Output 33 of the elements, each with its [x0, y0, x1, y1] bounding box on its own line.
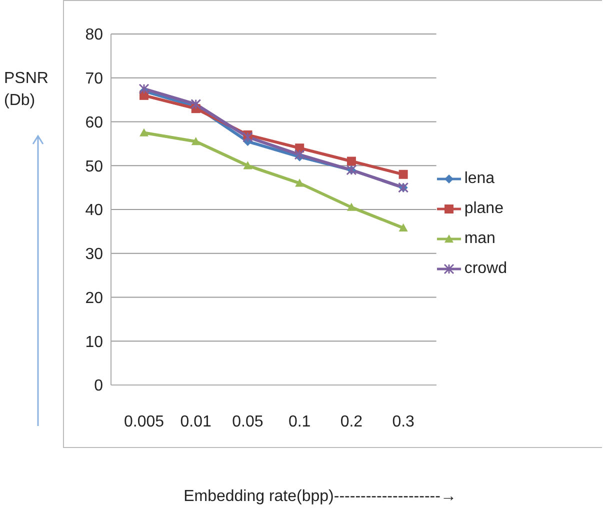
x-tick-label: 0.01	[180, 413, 212, 430]
legend-label: plane	[464, 200, 504, 218]
point	[243, 161, 252, 170]
x-tick-label: 0.1	[288, 413, 311, 430]
point	[295, 178, 304, 187]
legend-label: man	[464, 230, 496, 248]
point	[242, 132, 253, 142]
point	[398, 170, 408, 179]
point	[190, 98, 202, 110]
point	[346, 156, 356, 166]
point	[294, 149, 305, 160]
y-tick-label: 40	[85, 202, 104, 220]
point	[191, 136, 200, 146]
point	[138, 84, 150, 94]
y-tick-label: 20	[85, 290, 104, 307]
y-tick-label: 0	[94, 378, 104, 395]
y-tick-label: 80	[85, 26, 104, 44]
legend-label: lena	[464, 170, 495, 188]
y-tick-label: 30	[85, 246, 104, 264]
x-tick-label: 0.2	[340, 413, 363, 430]
y-tick-label: 50	[85, 158, 104, 176]
legend-label: crowd	[464, 260, 507, 278]
x-tick-label: 0.3	[392, 413, 415, 430]
y-axis-title: PSNR (Db)	[4, 69, 48, 111]
x-axis-title: Embedding rate(bpp)--------------------→	[182, 488, 458, 506]
x-tick-label: 0.05	[232, 413, 264, 430]
point	[140, 128, 148, 136]
y-tick-label: 10	[85, 334, 104, 351]
y-tick-label: 60	[85, 114, 104, 132]
y-tick-label: 70	[85, 70, 104, 88]
x-tick-label: 0.005	[124, 413, 164, 430]
point	[346, 202, 356, 211]
point	[398, 223, 408, 232]
